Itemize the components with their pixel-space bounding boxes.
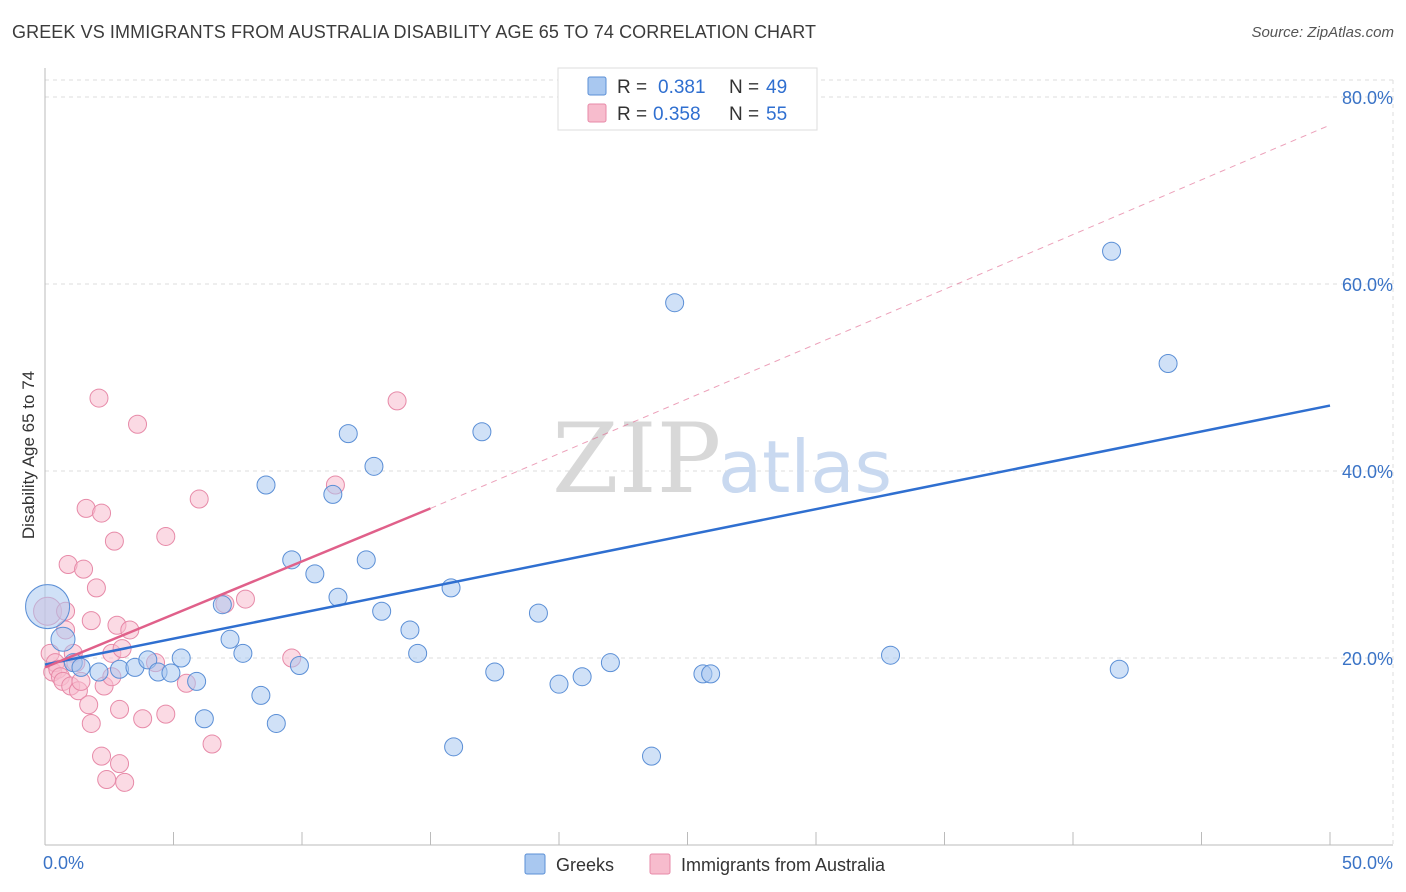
point-australia <box>86 578 106 598</box>
watermark-atlas: atlas <box>718 425 892 509</box>
point-greeks <box>444 737 464 757</box>
point-greeks <box>472 422 492 442</box>
point-greeks <box>25 584 71 630</box>
point-greeks <box>251 685 271 705</box>
point-greeks <box>642 746 662 766</box>
legend-r-value-australia: 0.358 <box>653 104 701 125</box>
series-legend: Greeks Immigrants from Australia <box>524 853 886 875</box>
trend-line-greeks <box>44 404 1331 666</box>
bottom-legend-australia: Immigrants from Australia <box>681 855 886 875</box>
point-greeks <box>305 564 325 584</box>
point-australia <box>156 704 176 724</box>
point-greeks <box>233 643 253 663</box>
point-greeks <box>701 664 721 684</box>
point-greeks <box>665 293 685 313</box>
point-greeks <box>485 662 505 682</box>
point-australia <box>202 734 222 754</box>
point-greeks <box>338 424 358 444</box>
point-greeks <box>266 713 286 733</box>
point-greeks <box>256 475 276 495</box>
legend-n-value-greeks: 49 <box>766 77 787 98</box>
point-greeks <box>372 601 392 621</box>
legend-swatch-greeks <box>587 76 607 96</box>
point-australia <box>128 414 148 434</box>
point-australia <box>110 754 130 774</box>
x-tick-label-max: 50.0% <box>1342 853 1393 873</box>
legend-r-value-greeks: 0.381 <box>658 77 706 98</box>
point-greeks <box>1109 659 1129 679</box>
point-australia <box>235 589 255 609</box>
point-greeks <box>71 657 91 677</box>
y-tick-label-20: 20.0% <box>1342 649 1393 669</box>
y-tick-label-40: 40.0% <box>1342 462 1393 482</box>
point-australia <box>387 391 407 411</box>
point-greeks <box>356 550 376 570</box>
point-australia <box>89 388 109 408</box>
y-tick-label-80: 80.0% <box>1342 88 1393 108</box>
trend-line-australia <box>44 507 431 669</box>
series-australia-points <box>33 388 407 792</box>
legend-n-label-australia: N = <box>729 104 759 125</box>
point-greeks <box>50 626 76 652</box>
point-greeks <box>1102 241 1122 261</box>
point-australia <box>104 531 124 551</box>
point-australia <box>133 709 153 729</box>
bottom-legend-swatch-australia <box>649 853 671 875</box>
point-greeks <box>289 655 309 675</box>
bottom-legend-swatch-greeks <box>524 853 546 875</box>
y-axis-label: Disability Age 65 to 74 <box>19 371 38 539</box>
point-australia <box>79 695 99 715</box>
point-greeks <box>408 643 428 663</box>
point-australia <box>81 611 101 631</box>
point-greeks <box>1158 353 1178 373</box>
point-greeks <box>600 653 620 673</box>
point-australia <box>74 559 94 579</box>
x-tick-label-min: 0.0% <box>43 853 84 873</box>
y-tick-labels: 20.0% 40.0% 60.0% 80.0% <box>1342 88 1393 669</box>
point-greeks <box>220 629 240 649</box>
point-greeks <box>187 671 207 691</box>
y-tick-label-60: 60.0% <box>1342 275 1393 295</box>
point-australia <box>81 713 101 733</box>
point-greeks <box>400 620 420 640</box>
trend-line-australia-extrapolated <box>430 124 1331 509</box>
point-greeks <box>89 662 109 682</box>
point-greeks <box>212 595 232 615</box>
point-australia <box>92 503 112 523</box>
point-australia <box>115 772 135 792</box>
trend-lines <box>44 124 1331 669</box>
point-greeks <box>161 663 181 683</box>
point-greeks <box>194 709 214 729</box>
bottom-legend-greeks: Greeks <box>556 855 614 875</box>
x-tick-labels: 0.0% 50.0% <box>43 853 1393 873</box>
legend-swatch-australia <box>587 103 607 123</box>
point-australia <box>97 770 117 790</box>
point-australia <box>189 489 209 509</box>
chart-title: GREEK VS IMMIGRANTS FROM AUSTRALIA DISAB… <box>12 22 817 42</box>
watermark-zip: ZIP <box>552 403 721 515</box>
point-greeks <box>572 667 592 687</box>
point-greeks <box>138 650 158 670</box>
source-label: Source: ZipAtlas.com <box>1251 24 1394 41</box>
point-australia <box>110 699 130 719</box>
legend-n-label-greeks: N = <box>729 77 759 98</box>
axes <box>44 68 1393 846</box>
point-greeks <box>171 648 191 668</box>
point-australia <box>156 526 176 546</box>
legend-r-label-australia: R = <box>617 104 647 125</box>
legend-r-label-greeks: R = <box>617 77 647 98</box>
point-greeks <box>528 603 548 623</box>
legend-n-value-australia: 55 <box>766 104 787 125</box>
point-australia <box>92 746 112 766</box>
point-greeks <box>549 674 569 694</box>
point-greeks <box>881 645 901 665</box>
stats-legend: R = 0.381 N = 49 R = 0.358 N = 55 <box>557 67 818 131</box>
point-greeks <box>364 456 384 476</box>
point-greeks <box>323 484 343 504</box>
